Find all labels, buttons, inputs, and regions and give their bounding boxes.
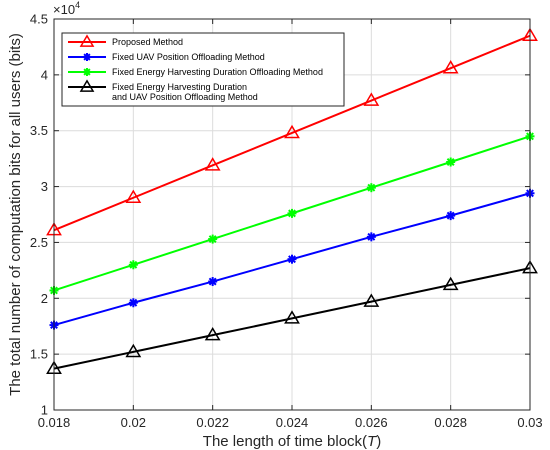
data-point-marker: [79, 34, 95, 47]
y-axis-label: The total number of computation bits for…: [7, 33, 24, 396]
series-1: [46, 27, 538, 236]
data-point-marker: [204, 157, 221, 171]
data-point-marker: [446, 157, 456, 167]
legend-box: [61, 32, 345, 107]
legend-label-line2: and UAV Position Offloading Method: [112, 92, 258, 102]
data-point-marker: [83, 53, 91, 61]
data-point-marker: [446, 211, 456, 221]
data-point-marker: [208, 234, 218, 244]
data-point-marker: [366, 232, 376, 242]
series-layer: [46, 27, 538, 374]
data-point-marker: [125, 189, 142, 204]
y-tick-label: 2: [41, 291, 48, 306]
data-point-marker: [366, 183, 376, 193]
data-point-marker: [363, 293, 380, 307]
data-point-marker: [83, 68, 91, 76]
y-tick-label: 2.5: [30, 235, 48, 250]
x-tick-label: 0.028: [434, 415, 467, 430]
data-point-marker: [284, 124, 300, 139]
y-tick-label: 1: [41, 403, 48, 418]
x-tick-label: 0.03: [517, 415, 542, 430]
data-point-marker: [284, 310, 300, 324]
y-tick-label: 4.5: [30, 12, 48, 27]
data-point-marker: [128, 298, 138, 308]
data-point-marker: [363, 92, 380, 106]
data-point-marker: [208, 277, 218, 287]
x-axis-label: The length of time block(T): [203, 433, 381, 450]
y-tick-label: 3: [41, 179, 48, 194]
data-point-marker: [79, 79, 95, 92]
data-point-marker: [442, 276, 459, 291]
tick-layer: 0.018 0.02 0.022 0.024 0.026 0.028 0.03 1 1.5 2 2.…: [30, 12, 543, 431]
legend: Proposed Method Fixed UAV Position Offloa…: [61, 32, 345, 107]
y-tick-label: 1.5: [30, 347, 48, 362]
legend-label: Proposed Method: [112, 37, 183, 47]
series-line: [53, 34, 531, 232]
legend-label: Fixed UAV Position Offloading Method: [112, 52, 265, 62]
legend-label: Fixed Energy Harvesting Duration: [112, 82, 247, 92]
data-point-marker: [287, 254, 297, 264]
x-tick-label: 0.018: [38, 415, 71, 430]
data-point-marker: [204, 326, 221, 341]
legend-item: Fixed Energy Harvesting Duration Offload…: [68, 67, 323, 77]
legend-item: Proposed Method: [68, 34, 183, 47]
data-point-marker: [442, 59, 459, 74]
x-tick-label: 0.024: [276, 415, 309, 430]
data-point-marker: [128, 260, 138, 270]
y-tick-label: 4: [41, 67, 48, 82]
data-point-marker: [125, 343, 142, 358]
x-tick-label: 0.02: [121, 415, 146, 430]
data-point-marker: [287, 208, 297, 218]
y-tick-label: 3.5: [30, 123, 48, 138]
legend-item: Fixed UAV Position Offloading Method: [68, 52, 265, 62]
x-tick-label: 0.026: [355, 415, 388, 430]
series-line: [53, 267, 531, 370]
x-tick-label: 0.022: [196, 415, 229, 430]
y-axis-multiplier: ×104: [53, 0, 80, 17]
legend-label: Fixed Energy Harvesting Duration Offload…: [112, 67, 323, 77]
